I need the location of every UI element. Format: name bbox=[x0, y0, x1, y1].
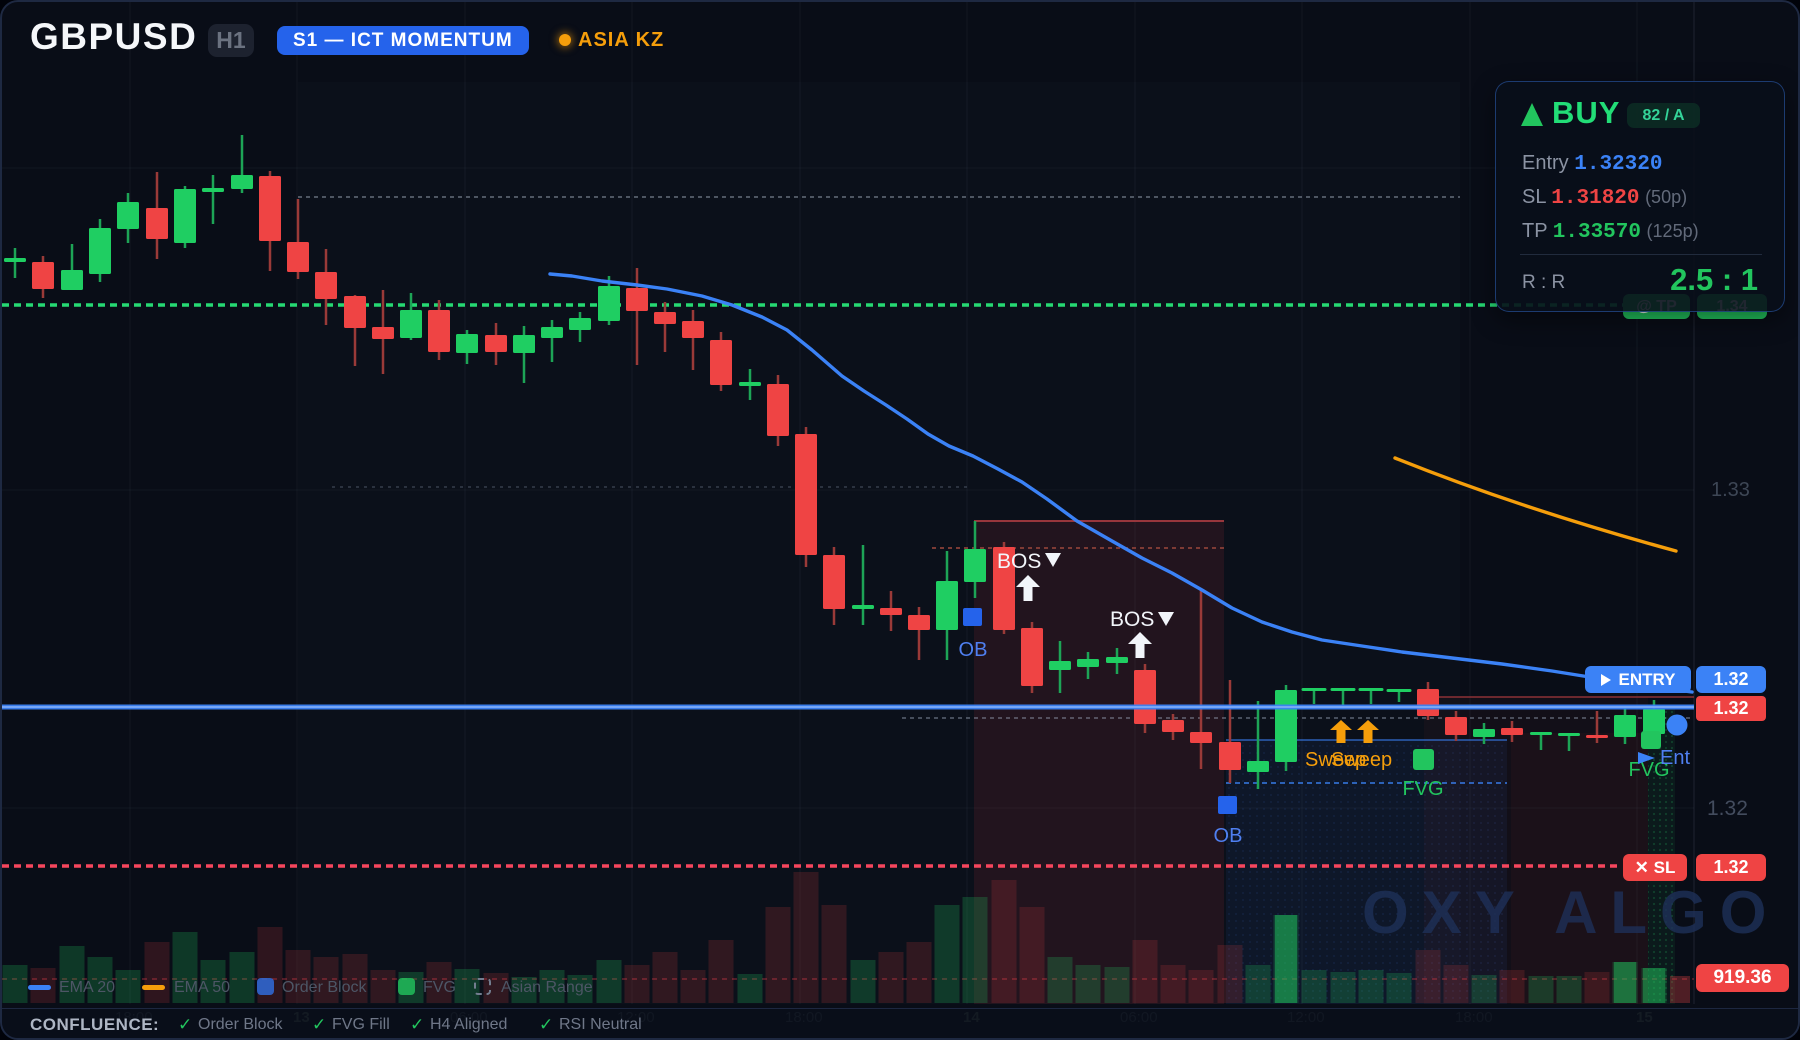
svg-text:FVG: FVG bbox=[1628, 759, 1669, 781]
svg-text:BOS: BOS bbox=[1110, 608, 1154, 631]
svg-text:OB: OB bbox=[959, 639, 988, 661]
svg-text:Sweep: Sweep bbox=[1331, 749, 1392, 771]
svg-text:Sweep: Sweep bbox=[1305, 749, 1366, 771]
svg-text:BOS: BOS bbox=[997, 550, 1041, 573]
svg-text:OB: OB bbox=[1214, 825, 1243, 847]
svg-text:FVG: FVG bbox=[1402, 778, 1443, 800]
svg-text:Ent: Ent bbox=[1660, 747, 1690, 769]
